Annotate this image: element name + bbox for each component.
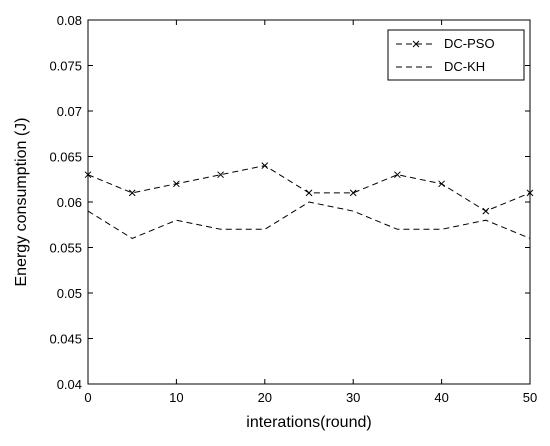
x-tick-label: 10 xyxy=(169,390,183,405)
legend-box xyxy=(387,29,525,81)
data-point-dc-pso xyxy=(217,171,224,179)
x-tick-label: 20 xyxy=(258,390,272,405)
series-line-dc-kh xyxy=(87,201,531,239)
data-point-dc-pso xyxy=(261,162,269,169)
legend: DC-PSO DC-KH xyxy=(387,29,525,81)
x-tick-label: 40 xyxy=(434,390,448,405)
data-point-dc-pso xyxy=(394,171,401,179)
y-tick-label: 0.05 xyxy=(57,286,82,301)
data-point-dc-pso xyxy=(482,207,490,215)
data-point-dc-pso xyxy=(305,189,313,197)
x-axis-title: interations(round) xyxy=(246,414,371,431)
data-point-dc-pso xyxy=(349,189,357,197)
data-point-dc-pso xyxy=(438,180,445,188)
data-point-dc-pso xyxy=(526,189,534,197)
y-tick-label: 0.07 xyxy=(57,104,82,119)
data-point-dc-pso xyxy=(84,171,92,179)
data-point-dc-pso xyxy=(128,189,136,197)
y-axis-title: Energy consumption (J) xyxy=(13,118,30,287)
ticks-layer: 0 10 20 30 40 50 0.04 0.045 0.05 0.055 0.06 0.065 0.… xyxy=(49,13,537,405)
series-layer xyxy=(84,162,534,239)
y-tick-label: 0.065 xyxy=(49,150,82,165)
x-tick-label: 0 xyxy=(84,390,91,405)
legend-marker-dc-pso xyxy=(412,40,420,48)
legend-label-dc-kh: DC-KH xyxy=(444,59,485,74)
data-point-dc-pso xyxy=(173,180,180,188)
y-tick-label: 0.06 xyxy=(57,195,82,210)
y-tick-label: 0.04 xyxy=(57,377,82,392)
y-tick-label: 0.075 xyxy=(49,59,82,74)
x-tick-label: 50 xyxy=(523,390,537,405)
legend-label-dc-pso: DC-PSO xyxy=(444,36,495,51)
y-tick-label: 0.055 xyxy=(49,241,82,256)
x-tick-label: 30 xyxy=(346,390,360,405)
y-tick-label: 0.045 xyxy=(49,332,82,347)
y-tick-label: 0.08 xyxy=(57,13,82,28)
